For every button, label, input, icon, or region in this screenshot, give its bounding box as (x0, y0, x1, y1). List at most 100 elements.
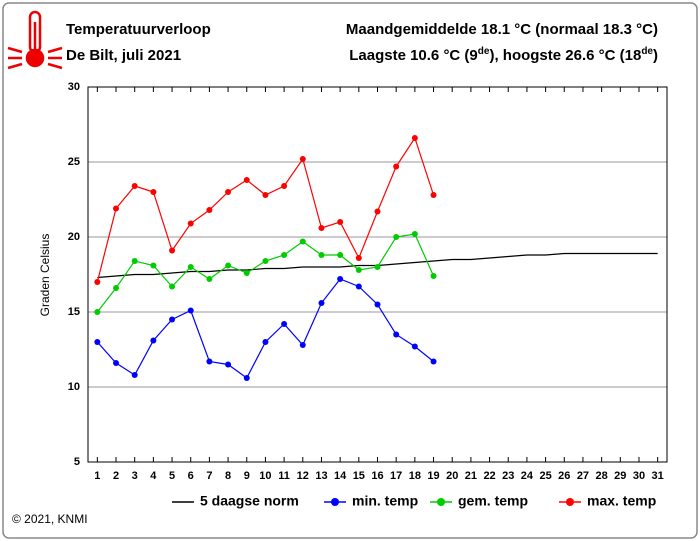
data-point (411, 343, 418, 350)
summary: Maandgemiddelde 18.1 °C (normaal 18.3 °C… (346, 21, 658, 38)
data-point (411, 231, 418, 237)
data-point (94, 339, 101, 345)
data-point (430, 273, 437, 279)
data-point (262, 258, 269, 264)
x-tick-label: 25 (539, 470, 551, 482)
data-point (337, 276, 344, 282)
data-point (262, 192, 269, 198)
extremes-text: Laagste 10.6 °C (9 (349, 47, 478, 64)
data-point (169, 283, 176, 290)
x-tick-label: 19 (427, 470, 439, 482)
plot-area (87, 86, 668, 463)
data-point (281, 252, 288, 258)
x-tick-label: 28 (596, 470, 608, 482)
data-point (150, 262, 157, 269)
data-point (225, 361, 232, 368)
data-point (430, 358, 437, 365)
data-point (355, 255, 362, 261)
legend-item: max. temp (559, 493, 656, 509)
superscript: de (478, 46, 490, 57)
y-axis-label: Graden Celsius (38, 234, 52, 317)
x-tick-label: 8 (225, 470, 231, 482)
x-tick-label: 15 (353, 470, 365, 482)
x-tick-label: 10 (259, 470, 271, 482)
x-tick-label: 21 (465, 470, 477, 482)
subtitle: De Bilt, juli 2021 (66, 47, 181, 64)
data-point (374, 301, 381, 308)
y-tick-label: 15 (68, 306, 80, 318)
data-point (206, 358, 213, 365)
x-tick-label: 31 (652, 470, 664, 482)
data-point (206, 207, 213, 213)
y-tick-label: 25 (68, 156, 80, 168)
x-tick-label: 11 (278, 470, 290, 482)
data-point (262, 339, 269, 345)
x-tick-label: 9 (244, 470, 250, 482)
x-tick-label: 22 (483, 470, 495, 482)
x-tick-label: 5 (169, 470, 175, 482)
data-point (113, 285, 120, 291)
data-point (243, 270, 250, 276)
credit: © 2021, KNMI (12, 512, 88, 526)
legend-item: gem. temp (430, 493, 528, 509)
legend-label: 5 daagse norm (200, 493, 299, 509)
data-point (243, 177, 250, 183)
x-tick-label: 6 (188, 470, 194, 482)
data-point (430, 192, 437, 198)
x-tick-label: 26 (558, 470, 570, 482)
data-point (337, 252, 344, 258)
data-point (299, 342, 306, 348)
data-point (94, 279, 101, 285)
x-tick-label: 20 (446, 470, 458, 482)
data-point (131, 258, 138, 264)
y-tick-label: 10 (68, 381, 80, 393)
data-point (187, 264, 194, 270)
data-point (411, 135, 418, 141)
legend-marker (331, 498, 339, 506)
x-tick-label: 16 (371, 470, 383, 482)
x-tick-label: 4 (150, 470, 157, 482)
data-point (355, 283, 362, 290)
x-tick-label: 13 (315, 470, 327, 482)
legend-item: 5 daagse norm (172, 493, 299, 509)
x-tick-label: 17 (390, 470, 402, 482)
data-point (318, 252, 325, 258)
x-tick-label: 2 (113, 470, 119, 482)
data-point (113, 360, 120, 366)
y-tick-label: 5 (74, 456, 80, 468)
x-tick-label: 3 (132, 470, 138, 482)
x-tick-label: 27 (577, 470, 589, 482)
data-point (169, 316, 176, 323)
legend-item: min. temp (324, 493, 418, 509)
data-point (374, 264, 381, 270)
legend-label: gem. temp (458, 493, 528, 509)
title: Temperatuurverloop (66, 21, 211, 38)
data-point (337, 219, 344, 225)
x-tick-label: 18 (409, 470, 421, 482)
data-point (150, 189, 157, 195)
thermometer-icon (7, 10, 63, 70)
data-point (94, 309, 101, 315)
legend-label: min. temp (352, 493, 418, 509)
data-point (299, 238, 306, 245)
y-tick-label: 20 (68, 231, 80, 243)
data-point (299, 156, 306, 162)
data-point (187, 220, 194, 227)
legend-marker (437, 498, 445, 506)
legend-label: max. temp (587, 493, 656, 509)
data-point (393, 331, 400, 338)
data-point (318, 225, 325, 231)
superscript: de (641, 46, 653, 57)
x-tick-label: 30 (633, 470, 645, 482)
x-tick-label: 1 (94, 470, 100, 482)
data-point (131, 183, 138, 189)
data-point (206, 276, 213, 282)
data-point (281, 183, 288, 189)
x-tick-label: 24 (521, 470, 534, 482)
y-tick-label: 30 (68, 81, 80, 93)
data-point (318, 300, 325, 306)
extremes-text: ), hoogste 26.6 °C (18 (489, 47, 641, 64)
data-point (150, 337, 157, 344)
data-point (131, 372, 138, 378)
